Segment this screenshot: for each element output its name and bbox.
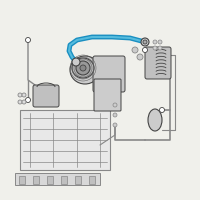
Ellipse shape <box>72 58 94 78</box>
FancyBboxPatch shape <box>33 85 59 107</box>
Bar <box>75 176 81 184</box>
Circle shape <box>72 58 80 66</box>
Circle shape <box>113 123 117 127</box>
Circle shape <box>160 108 164 112</box>
Bar <box>15 173 100 185</box>
Circle shape <box>76 61 90 75</box>
Circle shape <box>26 98 30 102</box>
Circle shape <box>142 47 148 52</box>
Circle shape <box>22 93 26 97</box>
Circle shape <box>80 65 86 71</box>
Circle shape <box>132 47 138 53</box>
Circle shape <box>141 38 149 46</box>
FancyBboxPatch shape <box>93 56 125 92</box>
Bar <box>19 176 25 184</box>
Circle shape <box>158 46 162 50</box>
Circle shape <box>18 100 22 104</box>
Bar <box>89 176 95 184</box>
Circle shape <box>153 46 157 50</box>
Bar <box>61 176 67 184</box>
Circle shape <box>143 40 147 44</box>
Circle shape <box>113 113 117 117</box>
Bar <box>33 176 39 184</box>
Circle shape <box>137 54 143 60</box>
Ellipse shape <box>148 109 162 131</box>
Circle shape <box>22 100 26 104</box>
Bar <box>47 176 53 184</box>
Circle shape <box>26 38 30 43</box>
Circle shape <box>158 40 162 44</box>
Circle shape <box>153 40 157 44</box>
Bar <box>20 110 110 170</box>
Ellipse shape <box>70 56 100 84</box>
FancyBboxPatch shape <box>145 47 171 79</box>
Circle shape <box>18 93 22 97</box>
FancyBboxPatch shape <box>94 79 121 111</box>
Circle shape <box>113 103 117 107</box>
